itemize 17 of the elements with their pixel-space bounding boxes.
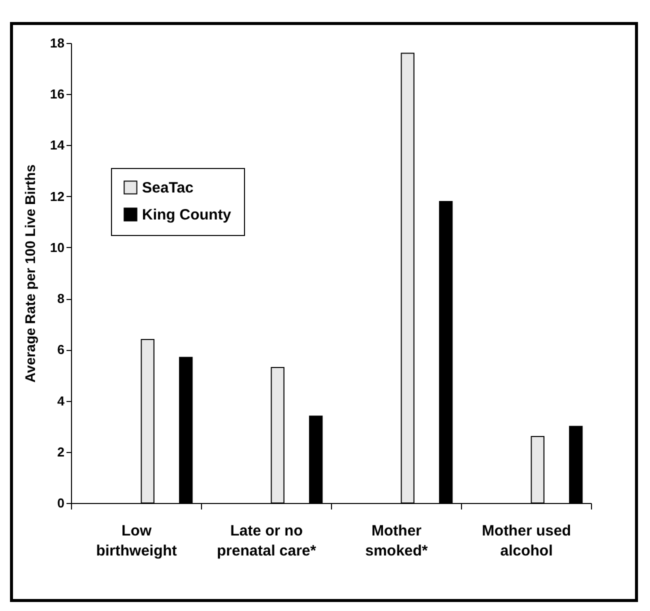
y-tick-label: 2: [57, 444, 64, 460]
y-tick-label: 6: [57, 342, 64, 358]
legend-label: King County: [142, 206, 232, 224]
x-tick-label: Low birthweight: [96, 522, 177, 560]
y-tick-label: 14: [50, 138, 66, 153]
x-tick-label: Mother smoked*: [365, 522, 428, 560]
y-tick-label: 10: [50, 240, 64, 255]
x-tick-label: Late or no prenatal care*: [216, 522, 316, 560]
y-tick-label: 0: [57, 496, 64, 510]
y-tick-label: 16: [50, 86, 64, 102]
x-tick-label: Mother used alcohol: [482, 522, 572, 560]
y-tick-label: 12: [50, 188, 64, 204]
y-tick-label: 4: [57, 393, 66, 408]
legend-label: SeaTac: [142, 180, 194, 196]
y-axis-title: Average Rate per 100 Live Births: [22, 164, 38, 383]
y-tick-label: 8: [57, 291, 64, 306]
y-tick-label: 18: [50, 36, 64, 50]
